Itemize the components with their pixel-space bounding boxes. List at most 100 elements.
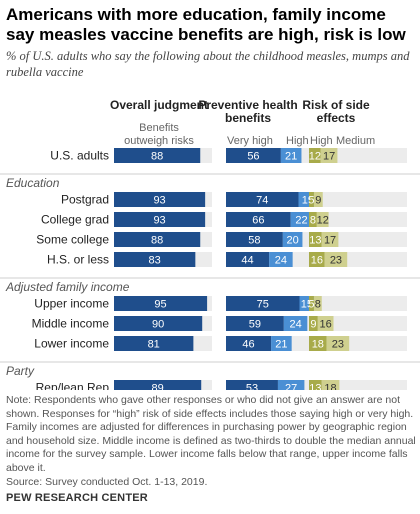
value-very-high: 66 — [252, 215, 264, 227]
bar-risk-high — [309, 252, 325, 267]
bar-high — [269, 252, 293, 267]
bar-risk-high — [309, 380, 322, 390]
value-very-high: 59 — [249, 319, 261, 331]
value-benefits-outweigh: 88 — [151, 151, 163, 163]
value-very-high: 58 — [248, 235, 260, 247]
value-high: 24 — [275, 255, 287, 267]
value-risk-medium: 18 — [324, 383, 336, 391]
bar-high — [277, 380, 305, 390]
value-benefits-outweigh: 88 — [151, 235, 163, 247]
value-high: 22 — [295, 215, 307, 227]
value-risk-high: 16 — [311, 255, 323, 267]
value-benefits-outweigh: 89 — [151, 383, 163, 391]
bar-very-high — [226, 212, 291, 227]
bar-very-high — [226, 296, 300, 311]
brand-footer: PEW RESEARCH CENTER — [6, 492, 148, 504]
bar-benefits-outweigh — [114, 316, 203, 331]
row-label: Postgrad — [61, 193, 109, 207]
bar-high — [290, 212, 313, 227]
value-very-high: 46 — [242, 339, 254, 351]
value-very-high: 74 — [256, 195, 268, 207]
bar-very-high — [226, 380, 278, 390]
value-risk-medium: 9 — [315, 195, 321, 207]
subheader-judgment: Benefits — [139, 122, 179, 134]
value-high: 21 — [285, 151, 297, 163]
value-risk-high: 13 — [309, 383, 321, 391]
bar-risk-medium — [313, 192, 323, 207]
row-label: Lower income — [34, 337, 109, 351]
bar-risk-high — [309, 212, 317, 227]
source-text: Source: Survey conducted Oct. 1-13, 2019… — [6, 475, 208, 488]
bar-very-high — [226, 336, 272, 351]
value-high: 27 — [285, 383, 297, 391]
value-risk-medium: 8 — [315, 299, 321, 311]
value-very-high: 75 — [257, 299, 269, 311]
bar-benefits-outweigh — [114, 212, 206, 227]
bar-risk-high — [309, 192, 314, 207]
value-risk-medium: 17 — [323, 151, 335, 163]
row-label: College grad — [41, 213, 109, 227]
value-benefits-outweigh: 95 — [154, 299, 166, 311]
bar-risk-medium — [321, 380, 340, 390]
value-very-high: 56 — [247, 151, 259, 163]
bar-benefits-outweigh — [114, 336, 194, 351]
bar-risk-medium — [313, 296, 322, 311]
bar-very-high — [226, 148, 281, 163]
value-benefits-outweigh: 81 — [148, 339, 160, 351]
subheader-risk-medium: Medium — [336, 135, 375, 147]
section-label: Adjusted family income — [5, 280, 130, 294]
bar-risk-medium — [320, 148, 338, 163]
bar-risk-high — [309, 336, 327, 351]
column-header-benefits: Preventive health — [198, 98, 297, 112]
bar-track — [309, 380, 407, 390]
bar-benefits-outweigh — [114, 232, 201, 247]
bar-high — [282, 232, 303, 247]
value-very-high: 44 — [241, 255, 253, 267]
bar-risk-medium — [317, 316, 334, 331]
row-label: U.S. adults — [50, 149, 109, 163]
bar-benefits-outweigh — [114, 192, 206, 207]
row-label: Some college — [36, 233, 109, 247]
bar-risk-high — [309, 316, 318, 331]
row-label: H.S. or less — [47, 253, 109, 267]
value-benefits-outweigh: 90 — [152, 319, 164, 331]
bar-high — [283, 316, 308, 331]
bar-risk-high — [309, 148, 321, 163]
bar-benefits-outweigh — [114, 252, 196, 267]
value-risk-high: 12 — [309, 151, 321, 163]
bar-very-high — [226, 316, 284, 331]
value-risk-medium: 23 — [330, 255, 342, 267]
note-text: Note: Respondents who gave other respons… — [6, 394, 416, 474]
chart-subtitle: % of U.S. adults who say the following a… — [6, 49, 410, 79]
chart-note: Note: Respondents who gave other respons… — [6, 394, 416, 489]
section-label: Education — [6, 176, 60, 190]
row-label: Middle income — [32, 317, 110, 331]
value-risk-high: 5 — [308, 299, 314, 311]
bar-very-high — [226, 192, 299, 207]
bar-risk-high — [309, 296, 314, 311]
value-risk-medium: 23 — [332, 339, 344, 351]
bar-track — [309, 212, 407, 227]
bar-risk-medium — [321, 232, 339, 247]
bar-risk-medium — [324, 252, 348, 267]
bar-high — [280, 148, 302, 163]
column-header-judgment: Overall judgment — [110, 98, 208, 112]
value-benefits-outweigh: 83 — [149, 255, 161, 267]
bar-risk-high — [309, 232, 322, 247]
bar-risk-medium — [326, 336, 350, 351]
bar-benefits-outweigh — [114, 296, 208, 311]
bar-very-high — [226, 252, 270, 267]
chart-title: Americans with more education, family in… — [6, 5, 406, 44]
column-header-benefits: benefits — [225, 111, 271, 125]
value-benefits-outweigh: 93 — [153, 215, 165, 227]
value-risk-high: 18 — [312, 339, 324, 351]
value-high: 24 — [289, 319, 301, 331]
subheader-high: High — [286, 135, 309, 147]
bar-benefits-outweigh — [114, 380, 202, 390]
column-header-risk: Risk of side — [302, 98, 370, 112]
bar-high — [271, 336, 292, 351]
subheader-judgment: outweigh risks — [124, 135, 194, 147]
value-benefits-outweigh: 93 — [153, 195, 165, 207]
value-risk-medium: 12 — [317, 215, 329, 227]
